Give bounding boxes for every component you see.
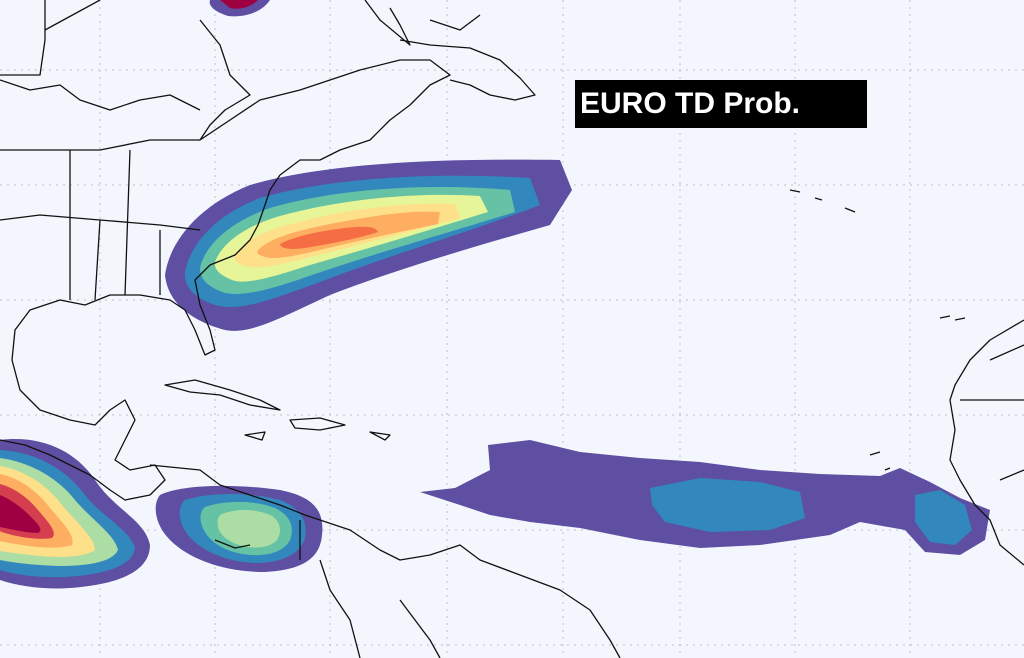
probability-band [217, 510, 280, 548]
probability-northeast [165, 159, 572, 331]
probability-central-america [155, 485, 323, 572]
probability-band [280, 226, 378, 249]
probability-band [650, 478, 805, 532]
title-box: EURO TD Prob. [575, 80, 867, 128]
border [214, 520, 441, 658]
coastline [0, 0, 451, 501]
probability-pacific [0, 0, 270, 589]
island [164, 379, 391, 441]
coastline [0, 0, 46, 76]
coastline [949, 319, 1024, 566]
coastline [364, 0, 536, 101]
coastline [149, 464, 621, 658]
probability-atlantic [420, 440, 990, 555]
border [0, 79, 201, 301]
probability-band [220, 0, 258, 9]
probability-band [0, 495, 41, 533]
map-title: EURO TD Prob. [580, 87, 800, 120]
probability-band [915, 490, 972, 545]
title-background [575, 80, 867, 128]
island [789, 189, 966, 471]
